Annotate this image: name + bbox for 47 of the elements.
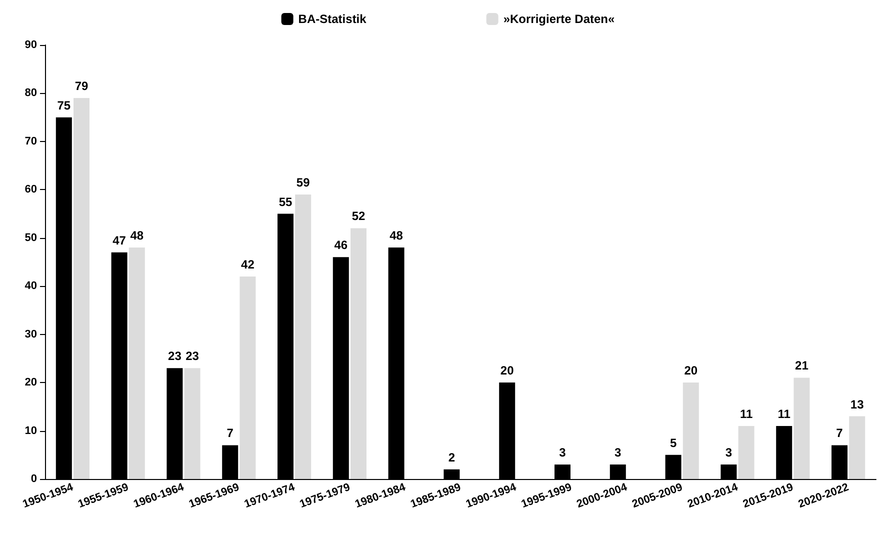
data-label: 75 xyxy=(57,98,71,112)
bar xyxy=(295,194,312,479)
data-label: 23 xyxy=(168,349,182,364)
data-label: 52 xyxy=(352,209,366,224)
data-label: 2 xyxy=(448,450,456,464)
y-tick-label: 20 xyxy=(24,376,37,389)
bar xyxy=(794,378,810,479)
data-label: 46 xyxy=(334,238,348,252)
bar xyxy=(240,276,256,479)
y-tick-label: 50 xyxy=(24,232,37,244)
y-tick-label: 10 xyxy=(24,424,37,437)
data-label: 3 xyxy=(559,446,566,460)
y-tick-label: 70 xyxy=(24,135,37,148)
legend-label: »Korrigierte Daten« xyxy=(503,12,616,26)
data-label: 59 xyxy=(296,175,310,190)
bar xyxy=(128,248,145,479)
y-tick-label: 30 xyxy=(24,328,37,340)
data-label: 20 xyxy=(684,364,698,378)
data-label: 23 xyxy=(186,349,200,364)
data-label: 79 xyxy=(74,79,88,94)
bar xyxy=(738,426,754,479)
data-label: 7 xyxy=(226,426,234,440)
bar xyxy=(74,98,90,479)
data-label: 3 xyxy=(614,446,622,460)
data-label: 42 xyxy=(241,257,255,272)
bar xyxy=(849,416,866,479)
data-label: 55 xyxy=(278,194,292,209)
data-label: 20 xyxy=(500,364,514,378)
data-label: 47 xyxy=(112,233,126,248)
data-label: 7 xyxy=(836,426,844,440)
data-label: 5 xyxy=(670,436,677,450)
data-label: 13 xyxy=(850,397,864,412)
y-tick-label: 60 xyxy=(24,184,37,196)
data-label: 48 xyxy=(130,228,144,243)
y-tick-label: 0 xyxy=(30,473,37,485)
y-tick-label: 40 xyxy=(24,280,37,292)
bar xyxy=(184,368,200,479)
bar xyxy=(682,382,699,479)
legend-label: BA-Statistik xyxy=(298,12,367,26)
y-tick-label: 90 xyxy=(24,39,37,51)
bar xyxy=(350,228,366,479)
data-label: 21 xyxy=(795,358,809,373)
y-tick-label: 80 xyxy=(24,87,37,100)
data-label: 11 xyxy=(778,406,791,421)
data-label: 11 xyxy=(740,406,753,421)
data-label: 48 xyxy=(390,228,404,243)
data-label: 3 xyxy=(725,446,732,460)
